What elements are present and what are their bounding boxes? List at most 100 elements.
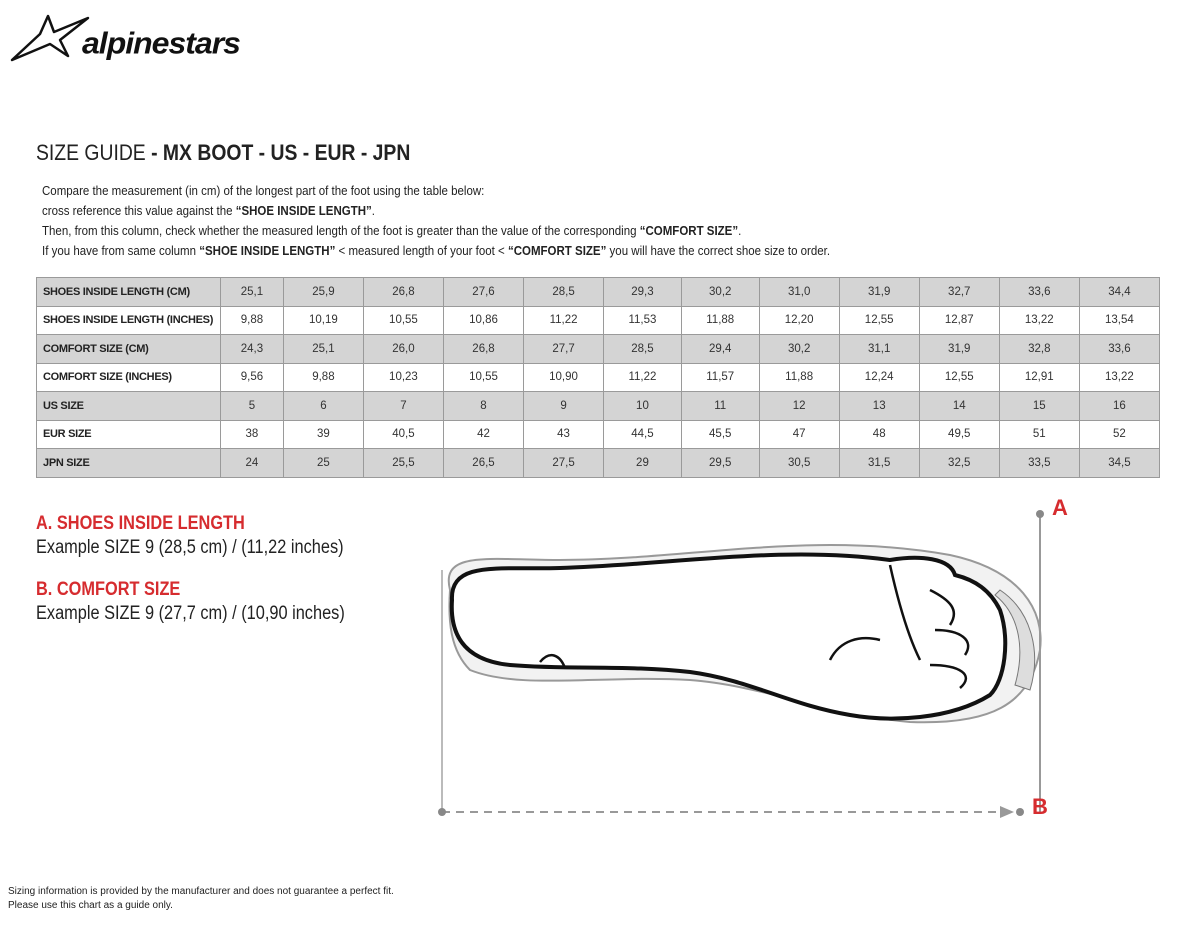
table-row: JPN SIZE 24 25 25,5 26,5 27,5 29 29,5 30,5 31,5 32… bbox=[36, 448, 1161, 478]
table-cell: 27,7 bbox=[523, 334, 605, 364]
table-cell: 11,22 bbox=[523, 305, 605, 335]
table-cell: 9,88 bbox=[220, 305, 284, 335]
table-cell: 11,22 bbox=[603, 362, 682, 392]
table-cell: 11 bbox=[680, 391, 760, 421]
page-title: SIZE GUIDE - MX BOOT - US - EUR - JPN bbox=[36, 140, 410, 166]
logo-text: alpinestars bbox=[82, 25, 241, 61]
table-cell: 52 bbox=[1078, 419, 1161, 449]
table-cell: 6 bbox=[282, 391, 364, 421]
table-cell: 10,90 bbox=[523, 362, 605, 392]
table-cell: 32,5 bbox=[918, 448, 1000, 478]
disclaimer: Sizing information is provided by the ma… bbox=[8, 885, 394, 913]
table-row: SHOES INSIDE LENGTH (INCHES) 9,88 10,19 10,… bbox=[36, 305, 1161, 335]
table-cell: 12,20 bbox=[758, 305, 840, 335]
table-cell: 16 bbox=[1078, 391, 1161, 421]
instructions: Compare the measurement (in cm) of the l… bbox=[42, 181, 830, 261]
table-cell: 31,5 bbox=[838, 448, 920, 478]
table-cell: 26,8 bbox=[442, 334, 525, 364]
section-heading: B. COMFORT SIZE bbox=[36, 579, 181, 600]
table-cell: 9 bbox=[523, 391, 605, 421]
table-cell: 29,4 bbox=[680, 334, 760, 364]
table-cell: 14 bbox=[918, 391, 1000, 421]
disclaimer-line: Please use this chart as a guide only. bbox=[8, 900, 173, 911]
section-example: Example SIZE 9 (27,7 cm) / (10,90 inches… bbox=[36, 603, 345, 624]
table-cell: 12,55 bbox=[838, 305, 920, 335]
table-cell: 25 bbox=[282, 448, 364, 478]
table-cell: 13,22 bbox=[998, 305, 1080, 335]
row-label: JPN SIZE bbox=[36, 448, 221, 478]
table-row: COMFORT SIZE (CM) 24,3 25,1 26,0 26,8 27,7 28,… bbox=[36, 334, 1161, 364]
table-cell: 33,6 bbox=[998, 277, 1080, 307]
table-cell: 25,9 bbox=[282, 277, 364, 307]
table-row: EUR SIZE 38 39 40,5 42 43 44,5 45,5 47 48 49,5 51 52 bbox=[36, 419, 1161, 449]
table-cell: 45,5 bbox=[680, 419, 760, 449]
table-cell: 28,5 bbox=[523, 277, 605, 307]
table-cell: 32,7 bbox=[918, 277, 1000, 307]
foot-diagram bbox=[438, 510, 1044, 818]
table-cell: 24 bbox=[220, 448, 284, 478]
table-cell: 8 bbox=[442, 391, 525, 421]
table-cell: 5 bbox=[220, 391, 284, 421]
table-row: COMFORT SIZE (INCHES) 9,56 9,88 10,23 10,55 1… bbox=[36, 362, 1161, 392]
section-shoes-inside-length: A. SHOES INSIDE LENGTH Example SIZE 9 (2… bbox=[36, 512, 344, 560]
table-cell: 29 bbox=[603, 448, 682, 478]
table-cell: 10,55 bbox=[362, 305, 444, 335]
table-cell: 29,5 bbox=[680, 448, 760, 478]
section-example: Example SIZE 9 (28,5 cm) / (11,22 inches… bbox=[36, 537, 344, 558]
instruction-line: Then, from this column, check whether th… bbox=[42, 224, 742, 238]
table-cell: 43 bbox=[523, 419, 605, 449]
table-cell: 9,56 bbox=[220, 362, 284, 392]
title-suffix: - MX BOOT - US - EUR - JPN bbox=[145, 140, 411, 165]
row-label: EUR SIZE bbox=[36, 419, 221, 449]
table-cell: 7 bbox=[362, 391, 444, 421]
table-cell: 25,1 bbox=[282, 334, 364, 364]
table-cell: 30,2 bbox=[680, 277, 760, 307]
table-cell: 33,6 bbox=[1078, 334, 1161, 364]
table-row: US SIZE 5 6 7 8 9 10 11 12 13 14 15 16 bbox=[36, 391, 1161, 421]
table-cell: 10,23 bbox=[362, 362, 444, 392]
table-cell: 31,9 bbox=[918, 334, 1000, 364]
table-cell: 12,24 bbox=[838, 362, 920, 392]
table-cell: 10 bbox=[603, 391, 682, 421]
table-cell: 25,1 bbox=[220, 277, 284, 307]
toe-lines bbox=[539, 564, 970, 689]
table-cell: 11,88 bbox=[680, 305, 760, 335]
table-cell: 31,9 bbox=[838, 277, 920, 307]
table-cell: 12,87 bbox=[918, 305, 1000, 335]
marker-b bbox=[1016, 808, 1024, 816]
table-cell: 15 bbox=[998, 391, 1080, 421]
table-cell: 10,86 bbox=[442, 305, 525, 335]
table-cell: 26,8 bbox=[362, 277, 444, 307]
table-cell: 12 bbox=[758, 391, 840, 421]
table-cell: 42 bbox=[442, 419, 525, 449]
section-comfort-size: B. COMFORT SIZE Example SIZE 9 (27,7 cm)… bbox=[36, 578, 345, 626]
heel-hatch bbox=[994, 589, 1036, 691]
table-cell: 44,5 bbox=[603, 419, 682, 449]
table-cell: 25,5 bbox=[362, 448, 444, 478]
section-heading: A. SHOES INSIDE LENGTH bbox=[36, 513, 245, 534]
row-label: US SIZE bbox=[36, 391, 221, 421]
table-cell: 13,54 bbox=[1078, 305, 1161, 335]
foot-outline bbox=[449, 552, 1008, 721]
marker-a bbox=[1036, 510, 1044, 518]
table-cell: 10,19 bbox=[282, 305, 364, 335]
star-icon bbox=[10, 14, 90, 62]
row-label: COMFORT SIZE (CM) bbox=[36, 334, 221, 364]
table-cell: 34,5 bbox=[1078, 448, 1161, 478]
row-label: SHOES INSIDE LENGTH (CM) bbox=[36, 277, 221, 307]
row-label: SHOES INSIDE LENGTH (INCHES) bbox=[36, 305, 221, 335]
instruction-line: Compare the measurement (in cm) of the l… bbox=[42, 184, 485, 198]
table-cell: 51 bbox=[998, 419, 1080, 449]
table-cell: 11,57 bbox=[680, 362, 760, 392]
instruction-line: cross reference this value against the “… bbox=[42, 204, 375, 218]
table-cell: 13,22 bbox=[1078, 362, 1161, 392]
brand-logo: alpinestars bbox=[10, 12, 241, 62]
table-cell: 31,0 bbox=[758, 277, 840, 307]
table-cell: 12,91 bbox=[998, 362, 1080, 392]
size-table: SHOES INSIDE LENGTH (CM) 25,1 25,9 26,8 27,6… bbox=[36, 277, 1161, 478]
table-cell: 47 bbox=[758, 419, 840, 449]
table-cell: 13 bbox=[838, 391, 920, 421]
table-cell: 27,5 bbox=[523, 448, 605, 478]
table-cell: 40,5 bbox=[362, 419, 444, 449]
arrow-head-icon bbox=[1000, 806, 1014, 818]
